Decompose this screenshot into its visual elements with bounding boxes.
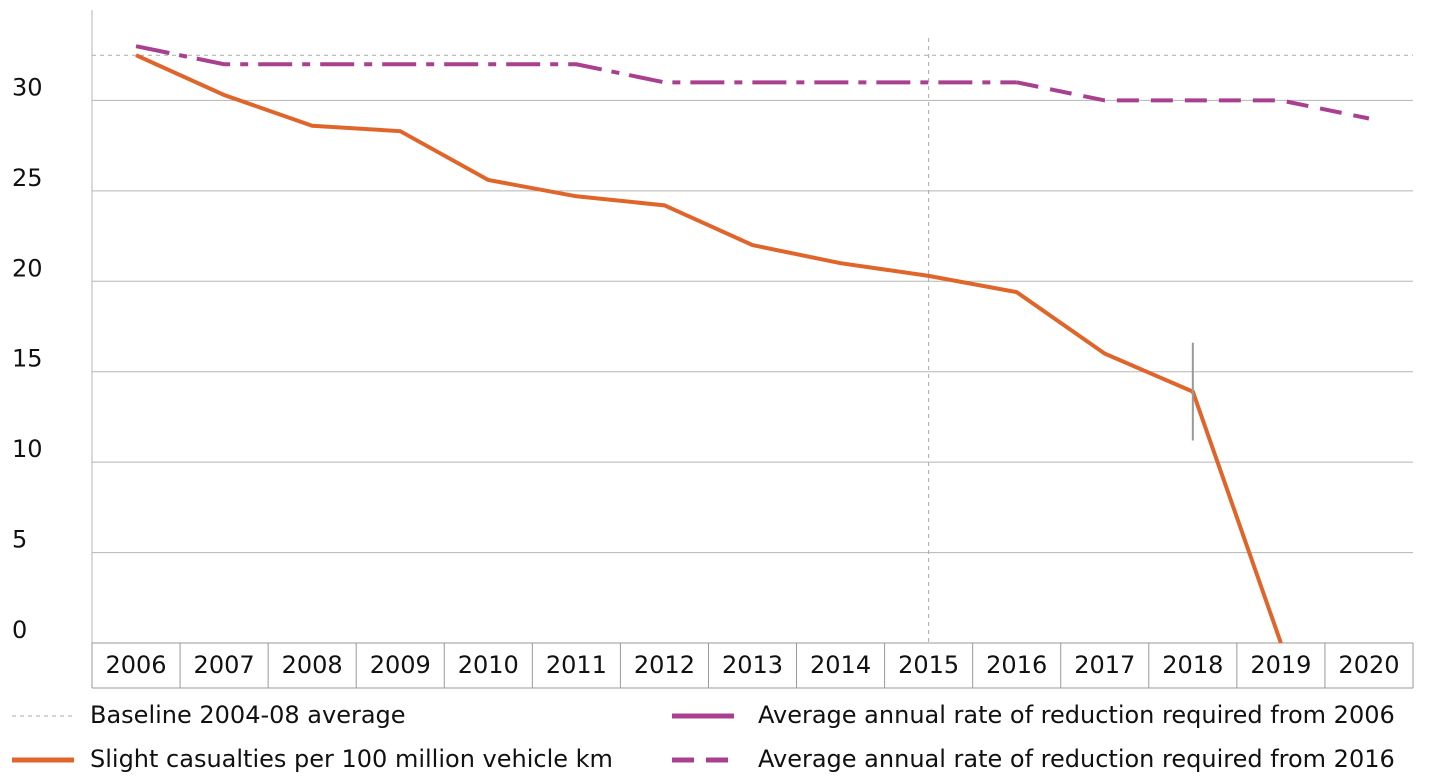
legend-label: Average annual rate of reduction require… [758, 701, 1395, 729]
x-tick-label: 2012 [634, 651, 695, 679]
series-line [135, 44, 1017, 85]
x-tick-label: 2009 [370, 651, 431, 679]
x-tick-label: 2010 [458, 651, 519, 679]
x-tick-label: 2006 [105, 651, 166, 679]
x-tick-label: 2020 [1338, 651, 1399, 679]
x-tick-label: 2013 [722, 651, 783, 679]
x-tick-label: 2008 [282, 651, 343, 679]
y-tick-label: 15 [12, 345, 43, 373]
x-tick-label: 2016 [986, 651, 1047, 679]
y-tick-label: 20 [12, 254, 43, 282]
x-tick-label: 2019 [1250, 651, 1311, 679]
legend-label: Average annual rate of reduction require… [758, 745, 1395, 773]
legend-label: Slight casualties per 100 million vehicl… [90, 745, 613, 773]
y-tick-label: 30 [12, 73, 43, 101]
series-line [1016, 80, 1370, 121]
y-tick-label: 25 [12, 164, 43, 192]
legend-label: Baseline 2004-08 average [90, 701, 406, 729]
x-tick-label: 2014 [810, 651, 871, 679]
x-tick-label: 2007 [194, 651, 255, 679]
x-tick-label: 2015 [898, 651, 959, 679]
x-tick-label: 2011 [546, 651, 607, 679]
y-tick-label: 10 [12, 435, 43, 463]
x-tick-label: 2018 [1162, 651, 1223, 679]
y-tick-label: 5 [12, 526, 27, 554]
y-tick-label: 0 [12, 616, 27, 644]
x-tick-label: 2017 [1074, 651, 1135, 679]
series-line [135, 53, 1283, 644]
